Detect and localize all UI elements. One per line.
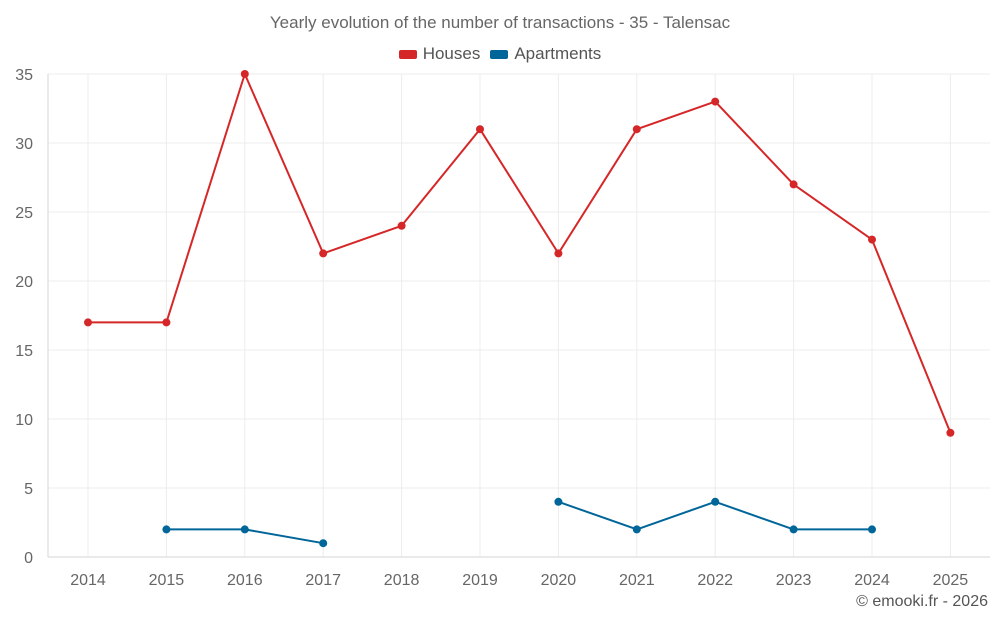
data-point-houses-2020 — [554, 249, 563, 258]
series-apartments — [162, 497, 876, 548]
data-point-apartments-2022 — [711, 497, 720, 506]
y-tick-label-30: 30 — [15, 136, 33, 153]
chart-title: Yearly evolution of the number of transa… — [269, 13, 731, 32]
x-tick-label-2023: 2023 — [776, 572, 812, 589]
series-houses — [84, 70, 955, 437]
legend: Houses Apartments — [0, 44, 1000, 64]
data-point-houses-2019 — [476, 125, 484, 134]
data-point-apartments-2020 — [554, 497, 563, 506]
axes: 2014 2015 2016 2017 2018 2019 2020 2021 2022 2023… — [15, 67, 990, 589]
x-tick-label-2025: 2025 — [933, 572, 969, 589]
data-point-houses-2017 — [319, 249, 328, 258]
y-tick-label-0: 0 — [24, 550, 33, 567]
y-tick-label-20: 20 — [15, 274, 33, 291]
y-tick-label-15: 15 — [15, 343, 33, 360]
x-tick-label-2019: 2019 — [462, 572, 498, 589]
x-tick-label-2016: 2016 — [227, 572, 263, 589]
data-point-apartments-2017 — [319, 539, 328, 548]
x-tick-label-2018: 2018 — [384, 572, 420, 589]
data-point-apartments-2023 — [789, 525, 798, 534]
data-point-houses-2014 — [84, 318, 92, 327]
x-tick-label-2020: 2020 — [541, 572, 577, 589]
x-tick-label-2024: 2024 — [854, 572, 890, 589]
x-tick-label-2017: 2017 — [305, 572, 341, 589]
y-tick-label-5: 5 — [24, 481, 33, 498]
data-point-houses-2024 — [868, 235, 876, 244]
legend-item-houses[interactable]: Houses — [398, 44, 481, 64]
data-point-apartments-2015 — [162, 525, 171, 534]
data-point-houses-2025 — [946, 428, 955, 437]
x-tick-label-2014: 2014 — [70, 572, 106, 589]
data-point-apartments-2021 — [632, 525, 641, 534]
series-layer — [84, 70, 955, 548]
y-tick-label-25: 25 — [15, 205, 33, 222]
legend-item-apartments[interactable]: Apartments — [490, 44, 601, 64]
x-tick-label-2021: 2021 — [619, 572, 655, 589]
x-tick-label-2022: 2022 — [697, 572, 733, 589]
data-point-houses-2016 — [240, 70, 249, 78]
legend-swatch-apartments — [490, 49, 509, 59]
credit-text: © emooki.fr - 2026 — [856, 593, 988, 610]
legend-swatch-houses — [398, 49, 417, 59]
grid — [48, 73, 990, 557]
legend-label-houses: Houses — [422, 44, 481, 63]
data-point-houses-2021 — [632, 125, 641, 134]
series-line-houses-0 — [88, 73, 952, 434]
data-point-apartments-2024 — [868, 525, 876, 534]
legend-label-apartments: Apartments — [514, 44, 602, 63]
data-point-houses-2023 — [789, 180, 798, 189]
x-tick-label-2015: 2015 — [149, 572, 185, 589]
data-point-houses-2018 — [397, 221, 406, 230]
data-point-houses-2022 — [711, 97, 720, 106]
data-point-apartments-2016 — [240, 525, 249, 534]
y-tick-label-35: 35 — [15, 67, 33, 84]
data-point-houses-2015 — [162, 318, 171, 327]
y-tick-label-10: 10 — [15, 412, 33, 429]
